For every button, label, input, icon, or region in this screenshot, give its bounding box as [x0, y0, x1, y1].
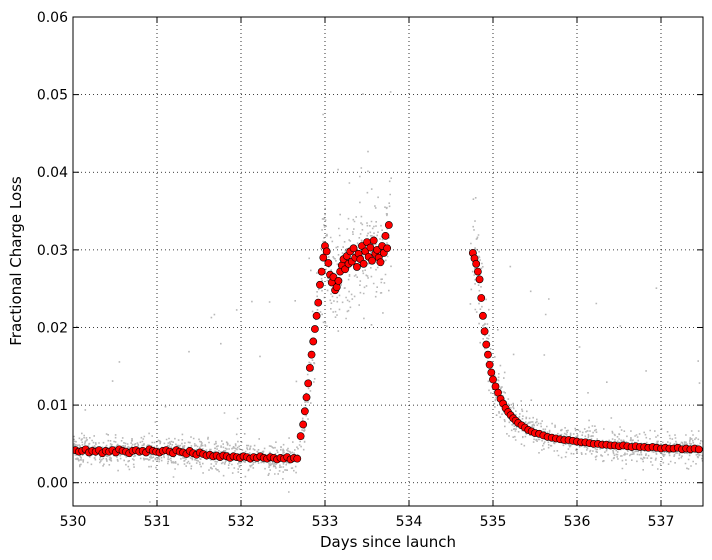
binned-point [316, 280, 324, 289]
axis-ticks: 530 531 532 533 534 535 536 537 0.00 0.01 0.02 0.03… [37, 10, 703, 530]
binned-point [312, 311, 321, 320]
y-tick-label: 0.00 [37, 476, 68, 492]
binned-point [479, 311, 487, 320]
binned-point [381, 231, 390, 240]
binned-data-points [73, 221, 703, 464]
binned-point [305, 363, 314, 372]
binned-point [484, 350, 492, 359]
binned-point [383, 244, 392, 253]
y-tick-label: 0.03 [37, 243, 68, 259]
plot-background [73, 17, 703, 506]
binned-point [319, 253, 328, 262]
x-tick-label: 535 [480, 514, 507, 530]
binned-point [302, 393, 311, 402]
x-tick-label: 530 [60, 514, 87, 530]
binned-point [300, 407, 309, 416]
binned-point [369, 236, 378, 245]
binned-point [349, 244, 358, 253]
binned-point [317, 267, 326, 276]
x-tick-label: 536 [564, 514, 591, 530]
binned-point [480, 327, 489, 336]
binned-point [487, 368, 496, 377]
binned-point [384, 221, 393, 229]
y-tick-label: 0.02 [37, 320, 68, 336]
binned-point [368, 256, 376, 265]
binned-point [473, 267, 482, 276]
binned-point [296, 432, 305, 441]
binned-point [322, 247, 331, 256]
binned-point [482, 340, 491, 349]
x-tick-label: 537 [648, 514, 675, 530]
binned-point [376, 258, 385, 267]
y-tick-label: 0.01 [37, 398, 68, 414]
binned-point [311, 325, 319, 333]
y-tick-label: 0.06 [37, 10, 68, 26]
y-tick-label: 0.05 [37, 88, 68, 104]
binned-point [485, 360, 494, 369]
binned-point [293, 454, 302, 463]
binned-point [477, 294, 486, 302]
binned-point [472, 259, 481, 268]
binned-point [475, 275, 484, 284]
x-tick-label: 531 [144, 514, 171, 530]
binned-point [366, 243, 375, 252]
x-axis-label: Days since launch [320, 533, 456, 551]
binned-point [353, 263, 361, 271]
binned-point [334, 277, 343, 285]
binned-point [307, 350, 316, 359]
y-axis-label: Fractional Charge Loss [7, 176, 25, 346]
x-tick-label: 534 [396, 514, 423, 530]
binned-point [324, 259, 333, 267]
binned-point [489, 375, 497, 384]
x-tick-label: 532 [228, 514, 255, 530]
binned-point [314, 298, 323, 307]
binned-point [309, 337, 318, 346]
binned-point [299, 420, 308, 429]
plot-frame [72, 16, 704, 507]
binned-point [359, 259, 368, 268]
binned-point [304, 379, 313, 388]
binned-point [694, 445, 703, 454]
y-tick-label: 0.04 [37, 165, 68, 181]
x-tick-label: 533 [312, 514, 339, 530]
